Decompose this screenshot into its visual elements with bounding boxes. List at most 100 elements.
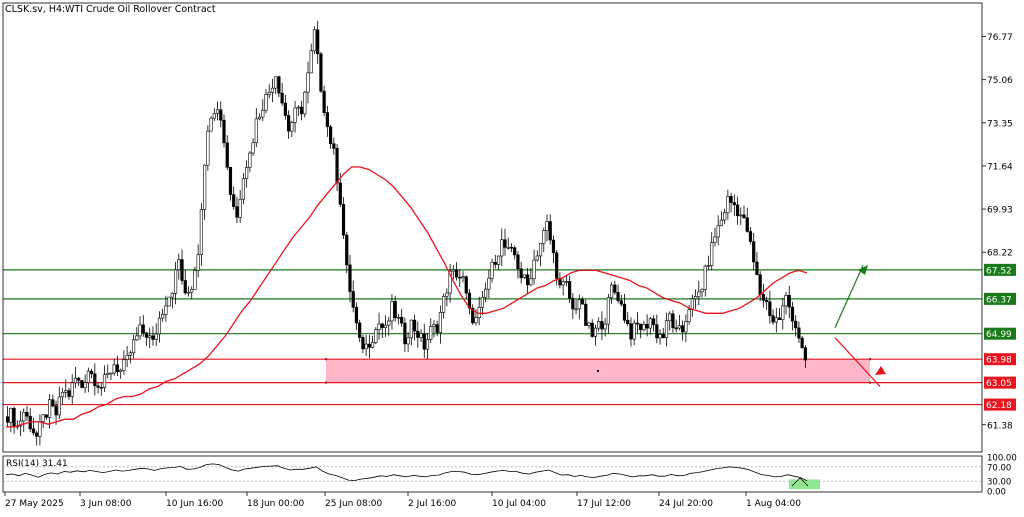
candle-body (584, 303, 588, 326)
candle-body (713, 236, 717, 243)
candle-body (154, 333, 158, 340)
candle-body (35, 432, 39, 437)
candle-body (603, 323, 607, 330)
candle-body (338, 182, 342, 205)
y-tick-label: 73.35 (987, 119, 1013, 129)
candle-body (144, 332, 149, 338)
candle-body (735, 204, 740, 217)
candle-body (86, 370, 90, 383)
x-tick-label: 25 Jun 08:00 (325, 499, 382, 509)
x-tick-label: 24 Jul 20:00 (659, 499, 713, 509)
candle-body (167, 296, 171, 307)
candle-body (729, 196, 733, 203)
candle-body (341, 204, 346, 236)
candle-body (609, 284, 614, 298)
rsi-label: RSI(14) 31.41 (6, 459, 68, 469)
candle-body (693, 296, 698, 300)
candle-body (577, 299, 581, 310)
candle-body (606, 297, 610, 325)
candle-body (732, 202, 736, 206)
candle-body (212, 113, 216, 119)
candle-body (287, 115, 291, 132)
candle-body (445, 292, 449, 297)
candle-body (41, 414, 45, 422)
candle-body (629, 323, 633, 340)
candle-body (503, 239, 507, 248)
candle-body (487, 277, 491, 290)
candle-body (280, 92, 284, 104)
level-label-box (984, 353, 1016, 366)
candle-body (448, 270, 452, 294)
candle-body (151, 335, 155, 340)
candle-body (18, 420, 23, 427)
chart-instrument-name: WTI Crude Oil Rollover Contract (65, 4, 216, 15)
candle-body (516, 254, 520, 270)
candle-body (322, 90, 326, 113)
y-tick-label: 76.77 (987, 33, 1013, 43)
candle-body (31, 428, 36, 434)
y-tick-label: 75.06 (987, 76, 1013, 86)
candle-body (112, 364, 116, 374)
level-label-box (984, 327, 1016, 340)
candle-body (645, 324, 649, 329)
candle-body (9, 408, 13, 423)
level-label: 63.05 (986, 379, 1012, 389)
candle-body (484, 288, 488, 298)
candle-body (613, 284, 617, 293)
candle-body (761, 294, 765, 301)
bearish-arrowhead (875, 366, 886, 375)
y-tick-label: 69.93 (987, 206, 1013, 216)
candle-body (228, 166, 233, 195)
candle-body (632, 322, 636, 340)
candle-body (387, 320, 391, 326)
candle-body (755, 261, 759, 276)
candle-body (309, 50, 313, 74)
y-tick-label: 68.22 (987, 249, 1013, 259)
candle-body (655, 324, 659, 339)
candle-body (131, 339, 136, 354)
candle-body (593, 327, 598, 337)
candle-body (400, 316, 404, 324)
candle-body (351, 291, 355, 308)
candle-body (580, 299, 585, 305)
candle-body (777, 317, 782, 321)
candle-body (290, 122, 294, 132)
candle-body (190, 289, 194, 293)
candle-body (270, 87, 275, 93)
candle-body (635, 322, 640, 325)
candle-body (471, 307, 475, 324)
candle-body (794, 320, 798, 329)
candle-body (170, 293, 174, 298)
candle-body (64, 390, 68, 393)
candle-body (367, 343, 371, 348)
moving-average-series (6, 166, 808, 428)
candle-body (122, 359, 126, 371)
candle-body (141, 324, 145, 334)
candle-body (303, 91, 307, 115)
zone-anchor-point (597, 369, 599, 372)
x-tick-label: 10 Jun 16:00 (166, 499, 223, 509)
moving-average-line (6, 166, 808, 428)
candle-body (83, 382, 87, 388)
candle-body (99, 387, 103, 389)
candle-body (106, 372, 110, 375)
candle-body (526, 274, 530, 286)
candle-body (261, 109, 265, 118)
candle-body (568, 281, 572, 299)
candle-body (661, 334, 665, 339)
candle-body (51, 399, 55, 407)
y-tick-label: 71.64 (987, 162, 1013, 172)
candle-body (96, 385, 100, 388)
candle-body (257, 116, 262, 120)
candle-body (564, 281, 568, 283)
candle-body (784, 295, 788, 307)
candle-body (622, 303, 627, 321)
x-tick-label: 3 Jun 08:00 (80, 499, 132, 509)
candle-body (626, 319, 630, 325)
candle-body (477, 307, 481, 319)
candle-body (203, 164, 207, 210)
candle-body (125, 355, 129, 360)
candle-body (451, 269, 455, 272)
price-panel-frame (2, 2, 983, 453)
